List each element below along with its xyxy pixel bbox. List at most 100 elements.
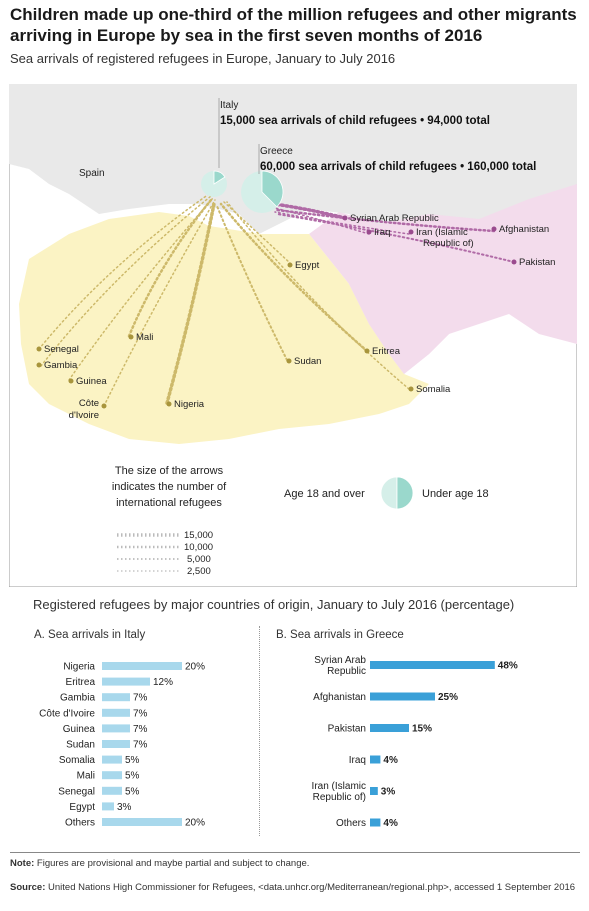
- italy-cat-others: Others: [65, 818, 95, 829]
- italy-cat-somalia: Somalia: [59, 755, 96, 766]
- italy-value-mali: 5%: [125, 771, 140, 782]
- label-iran-islamic-republic-of-2: Republic of): [423, 238, 474, 249]
- arrow-cote: [103, 199, 216, 407]
- legend-pie-child: [396, 476, 414, 510]
- label-guinea: Guinea: [76, 376, 107, 387]
- arrow-guinea: [68, 197, 214, 381]
- italy-value-sudan: 7%: [133, 740, 148, 751]
- dot-somalia: [408, 386, 414, 392]
- italy-value-egypt: 3%: [117, 802, 132, 813]
- greece-cat-iraq: Iraq: [349, 755, 366, 766]
- greece-value-afghanistan: 25%: [438, 692, 458, 703]
- italy-pie-child-slice: [213, 170, 226, 185]
- legend-value-5000: 5,000: [187, 554, 211, 565]
- source-text: United Nations High Commissioner for Ref…: [45, 882, 576, 893]
- italy-bar-c-te-d-ivoire: [102, 708, 130, 717]
- label-egypt: Egypt: [295, 260, 320, 271]
- greece-value-syrian-arab-republic: 48%: [498, 661, 518, 672]
- note-text: Figures are provisional and maybe partia…: [34, 858, 310, 869]
- italy-bar-guinea: [102, 724, 130, 733]
- africa-arrows: [38, 193, 410, 407]
- greece-bar-iran-islamic-republic-of: [370, 787, 378, 795]
- italy-value-gambia: 7%: [133, 693, 148, 704]
- greece-cat-syrian-arab-republic-2: Republic: [327, 666, 366, 677]
- italy-value-guinea: 7%: [133, 724, 148, 735]
- dot-pakistan: [511, 259, 517, 265]
- greece-detail: 60,000 sea arrivals of child refugees • …: [260, 161, 536, 173]
- panel-divider: [259, 626, 260, 836]
- label-iran-islamic-republic-of-1: Iran (Islamic: [416, 227, 468, 238]
- italy-value-somalia: 5%: [125, 755, 140, 766]
- greece-cat-others: Others: [336, 818, 366, 829]
- italy-pie: [201, 170, 227, 197]
- notes-rule: [10, 852, 580, 853]
- label-c-te-d-ivoire-1: Côte: [79, 398, 99, 409]
- italy-cat-c-te-d-ivoire: Côte d'Ivoire: [39, 708, 95, 719]
- italy-value-c-te-d-ivoire: 7%: [133, 708, 148, 719]
- arrow-senegal: [38, 193, 210, 350]
- dot-senegal: [36, 346, 42, 352]
- italy-detail: 15,000 sea arrivals of child refugees • …: [220, 115, 490, 127]
- arrow-gambia: [40, 195, 212, 367]
- italy-cat-nigeria: Nigeria: [63, 662, 95, 673]
- label-iraq: Iraq: [374, 227, 390, 238]
- greece-pie-child-slice: [261, 170, 284, 208]
- page-subtitle: Sea arrivals of registered refugees in E…: [10, 51, 396, 66]
- dot-eritrea: [364, 348, 370, 354]
- dot-afghanistan: [491, 226, 497, 232]
- greece-value-pakistan: 15%: [412, 724, 432, 735]
- arrow-somalia: [226, 201, 410, 390]
- section-title: Registered refugees by major countries o…: [33, 597, 515, 612]
- greece-bar-afghanistan: [370, 692, 435, 701]
- legend-value-2500: 2,500: [187, 566, 211, 577]
- label-gambia: Gambia: [44, 360, 78, 371]
- arrow-iran: [274, 211, 410, 235]
- asia-country-labels: Syrian Arab Republic Iraq Iran (IslamicRep…: [342, 213, 555, 268]
- legend-size-line1: The size of the arrows: [115, 465, 224, 477]
- italy-bar-senegal: [102, 786, 122, 795]
- greece-cat-afghanistan: Afghanistan: [313, 692, 366, 703]
- italy-cat-guinea: Guinea: [63, 724, 96, 735]
- italy-bar-gambia: [102, 693, 130, 702]
- asia-arrows: [272, 202, 515, 263]
- arabia-landmass: [349, 274, 459, 374]
- legend-pie: [380, 476, 414, 510]
- legend-child-label: Under age 18: [422, 488, 489, 500]
- greece-cat-syrian-arab-republic-1: Syrian Arab: [314, 655, 366, 666]
- label-mali: Mali: [136, 332, 153, 343]
- dot-iraq: [366, 229, 372, 235]
- note: Note: Figures are provisional and maybe …: [10, 858, 309, 869]
- italy-cat-eritrea: Eritrea: [66, 677, 96, 688]
- italy-bar-nigeria: [102, 662, 182, 670]
- label-afghanistan: Afghanistan: [499, 224, 549, 235]
- greece-bar-others: [370, 818, 381, 827]
- label-nigeria: Nigeria: [174, 399, 205, 410]
- arrow-nigeria: [165, 202, 216, 405]
- arrow-mali: [127, 198, 213, 338]
- italy-bar-egypt: [102, 802, 114, 811]
- greece-value-iran-islamic-republic-of: 3%: [381, 787, 396, 798]
- label-eritrea: Eritrea: [372, 346, 401, 357]
- italy-cat-sudan: Sudan: [66, 740, 95, 751]
- refugee-map: Italy 15,000 sea arrivals of child refug…: [9, 84, 577, 587]
- legend-value-10000: 10,000: [184, 542, 213, 553]
- italy-value-eritrea: 12%: [153, 677, 173, 688]
- label-senegal: Senegal: [44, 344, 79, 355]
- greece-pie: [241, 170, 284, 213]
- greece-cat-pakistan: Pakistan: [328, 724, 366, 735]
- label-somalia: Somalia: [416, 384, 451, 395]
- italy-cat-senegal: Senegal: [58, 786, 95, 797]
- label-c-te-d-ivoire-2: d'Ivoire: [69, 410, 99, 421]
- dot-iran-islamic-republic-of: [408, 229, 414, 235]
- dot-nigeria: [166, 401, 172, 407]
- greece-bar-syrian-arab-republic: [370, 661, 495, 669]
- italy-label: Italy: [220, 100, 238, 111]
- italy-cat-egypt: Egypt: [69, 802, 95, 813]
- dot-egypt: [287, 262, 293, 268]
- label-pakistan: Pakistan: [519, 257, 555, 268]
- italy-value-others: 20%: [185, 818, 205, 829]
- dot-mali: [128, 334, 134, 340]
- dot-gambia: [36, 362, 42, 368]
- italy-value-nigeria: 20%: [185, 662, 205, 673]
